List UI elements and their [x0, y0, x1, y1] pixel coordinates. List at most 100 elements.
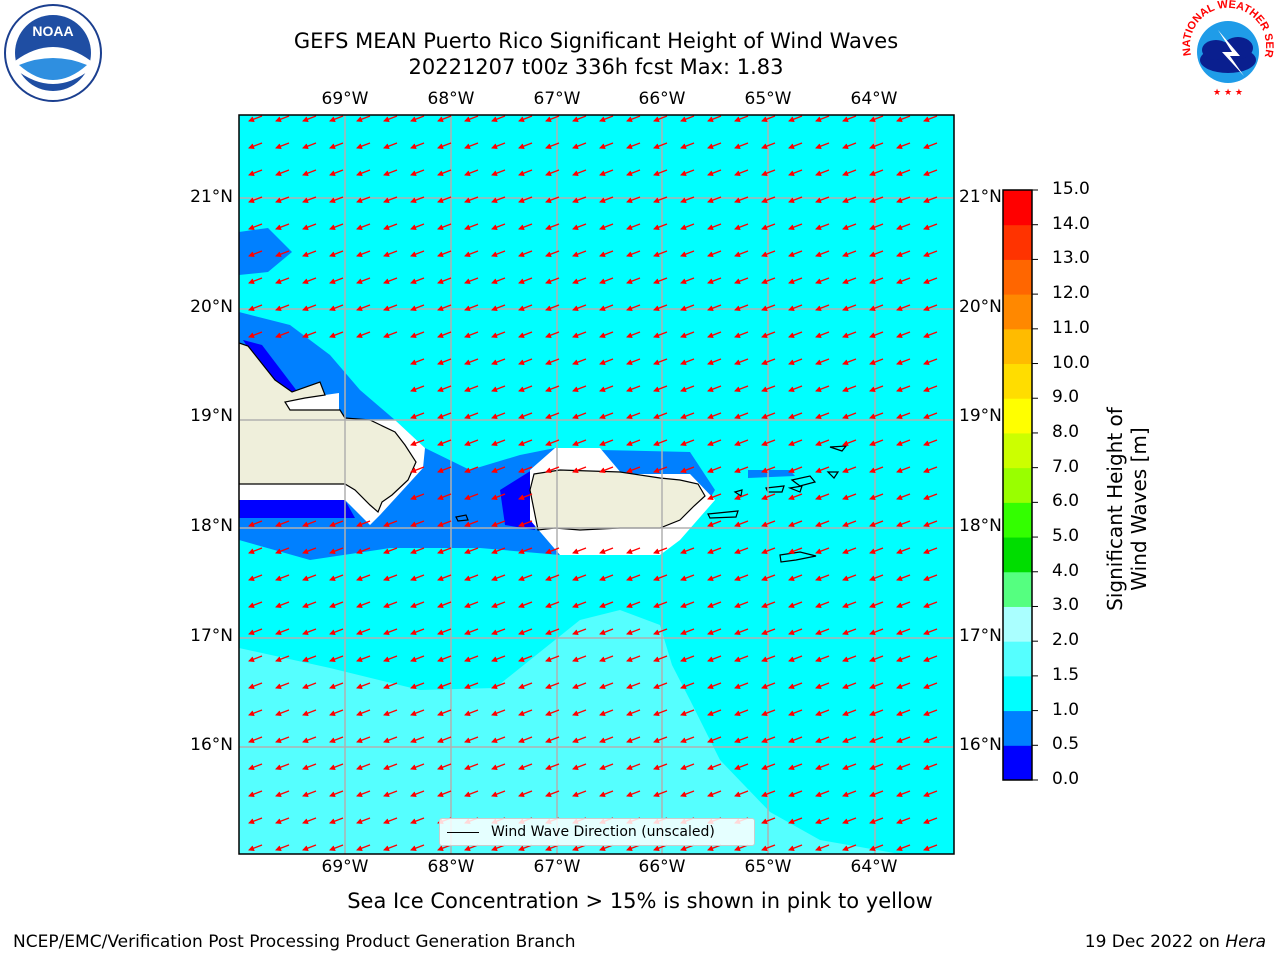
wave-direction-arrow [275, 169, 290, 177]
wave-direction-arrow [383, 817, 398, 825]
wave-direction-arrow [437, 250, 452, 258]
wave-direction-arrow [761, 736, 776, 744]
wave-direction-arrow [815, 682, 830, 690]
wave-direction-arrow [329, 817, 344, 825]
wave-direction-arrow [545, 574, 560, 582]
wave-direction-arrow [626, 736, 641, 744]
wave-direction-arrow [383, 547, 398, 555]
wave-direction-arrow [275, 601, 290, 609]
wave-direction-arrow [707, 655, 722, 663]
wave-direction-arrow [626, 547, 641, 555]
wave-direction-arrow [275, 304, 290, 312]
wave-direction-arrow [788, 169, 803, 177]
wave-direction-arrow [869, 601, 884, 609]
wave-direction-arrow [572, 196, 587, 204]
wave-direction-arrow [788, 493, 803, 501]
wave-direction-arrow [842, 169, 857, 177]
wave-direction-arrow [518, 547, 533, 555]
wave-direction-arrow [788, 223, 803, 231]
wave-direction-arrow [869, 196, 884, 204]
wave-direction-arrow [491, 709, 506, 717]
wave-direction-arrow [869, 277, 884, 285]
wave-direction-arrow [626, 412, 641, 420]
wave-direction-arrow [734, 655, 749, 663]
wave-direction-arrow [653, 142, 668, 150]
colorbar-label: Significant Height of Wind Waves [m] [1103, 407, 1151, 611]
wave-direction-arrow [491, 682, 506, 690]
wave-direction-arrow [680, 412, 695, 420]
wave-direction-arrow [410, 790, 425, 798]
wave-direction-arrow [734, 520, 749, 528]
wave-direction-arrow [923, 412, 938, 420]
wave-direction-arrow [491, 493, 506, 501]
colorbar-segment [1003, 467, 1032, 503]
lat-label: 19°N [190, 406, 233, 426]
wave-direction-arrow [626, 250, 641, 258]
wave-direction-arrow [707, 682, 722, 690]
wave-direction-arrow [734, 331, 749, 339]
wave-direction-arrow [383, 763, 398, 771]
wave-direction-arrow [383, 709, 398, 717]
wave-direction-arrow [788, 277, 803, 285]
wave-direction-arrow [680, 115, 695, 123]
wave-direction-arrow [518, 223, 533, 231]
wave-direction-arrow [842, 250, 857, 258]
wave-direction-arrow [869, 250, 884, 258]
wave-direction-arrow [842, 655, 857, 663]
wave-direction-arrow [788, 358, 803, 366]
wave-direction-arrow [815, 628, 830, 636]
wave-direction-arrow [464, 358, 479, 366]
wave-direction-arrow [437, 304, 452, 312]
colorbar-segment [1003, 294, 1032, 330]
wave-direction-arrow [707, 574, 722, 582]
wave-direction-arrow [491, 547, 506, 555]
wave-direction-arrow [545, 763, 560, 771]
wave-direction-arrow [248, 223, 263, 231]
wave-direction-arrow [572, 574, 587, 582]
wave-direction-arrow [410, 304, 425, 312]
wave-direction-arrow [680, 709, 695, 717]
wave-direction-arrow [329, 574, 344, 582]
wave-direction-arrow [788, 682, 803, 690]
hispaniola-land [239, 342, 417, 514]
wave-direction-arrow [545, 196, 560, 204]
wave-direction-arrow [572, 601, 587, 609]
wave-direction-arrow [572, 655, 587, 663]
wave-direction-arrow [275, 709, 290, 717]
wave-direction-arrow [464, 682, 479, 690]
wave-direction-arrow [815, 277, 830, 285]
wave-direction-arrow [518, 142, 533, 150]
wave-direction-arrow [707, 223, 722, 231]
wave-direction-arrow [248, 844, 263, 852]
wave-direction-arrow [410, 628, 425, 636]
wave-direction-arrow [329, 331, 344, 339]
wave-direction-arrow [572, 250, 587, 258]
wave-direction-arrow [653, 412, 668, 420]
wave-direction-arrow [545, 736, 560, 744]
wave-direction-arrow [464, 790, 479, 798]
lat-label: 20°N [959, 297, 1002, 317]
wave-direction-arrow [680, 655, 695, 663]
wave-direction-arrow [545, 142, 560, 150]
wave-direction-arrow [572, 736, 587, 744]
wave-direction-arrow [410, 655, 425, 663]
wave-direction-arrow [707, 358, 722, 366]
wave-direction-arrow [545, 250, 560, 258]
wave-direction-arrow [923, 655, 938, 663]
wave-direction-arrow [248, 547, 263, 555]
wave-direction-arrow [788, 439, 803, 447]
wave-direction-arrow [896, 412, 911, 420]
wave-direction-arrow [680, 466, 695, 474]
wave-direction-arrow [707, 115, 722, 123]
wave-direction-arrow [383, 844, 398, 852]
wave-direction-arrow [545, 304, 560, 312]
wave-direction-arrow [248, 817, 263, 825]
wave-direction-arrow [707, 412, 722, 420]
wave-direction-arrow [437, 709, 452, 717]
wave-direction-arrow [680, 736, 695, 744]
wave-direction-arrow [626, 277, 641, 285]
colorbar [1002, 189, 1038, 781]
wave-direction-arrow [680, 628, 695, 636]
wave-direction-arrow [302, 817, 317, 825]
wave-direction-arrow [842, 115, 857, 123]
